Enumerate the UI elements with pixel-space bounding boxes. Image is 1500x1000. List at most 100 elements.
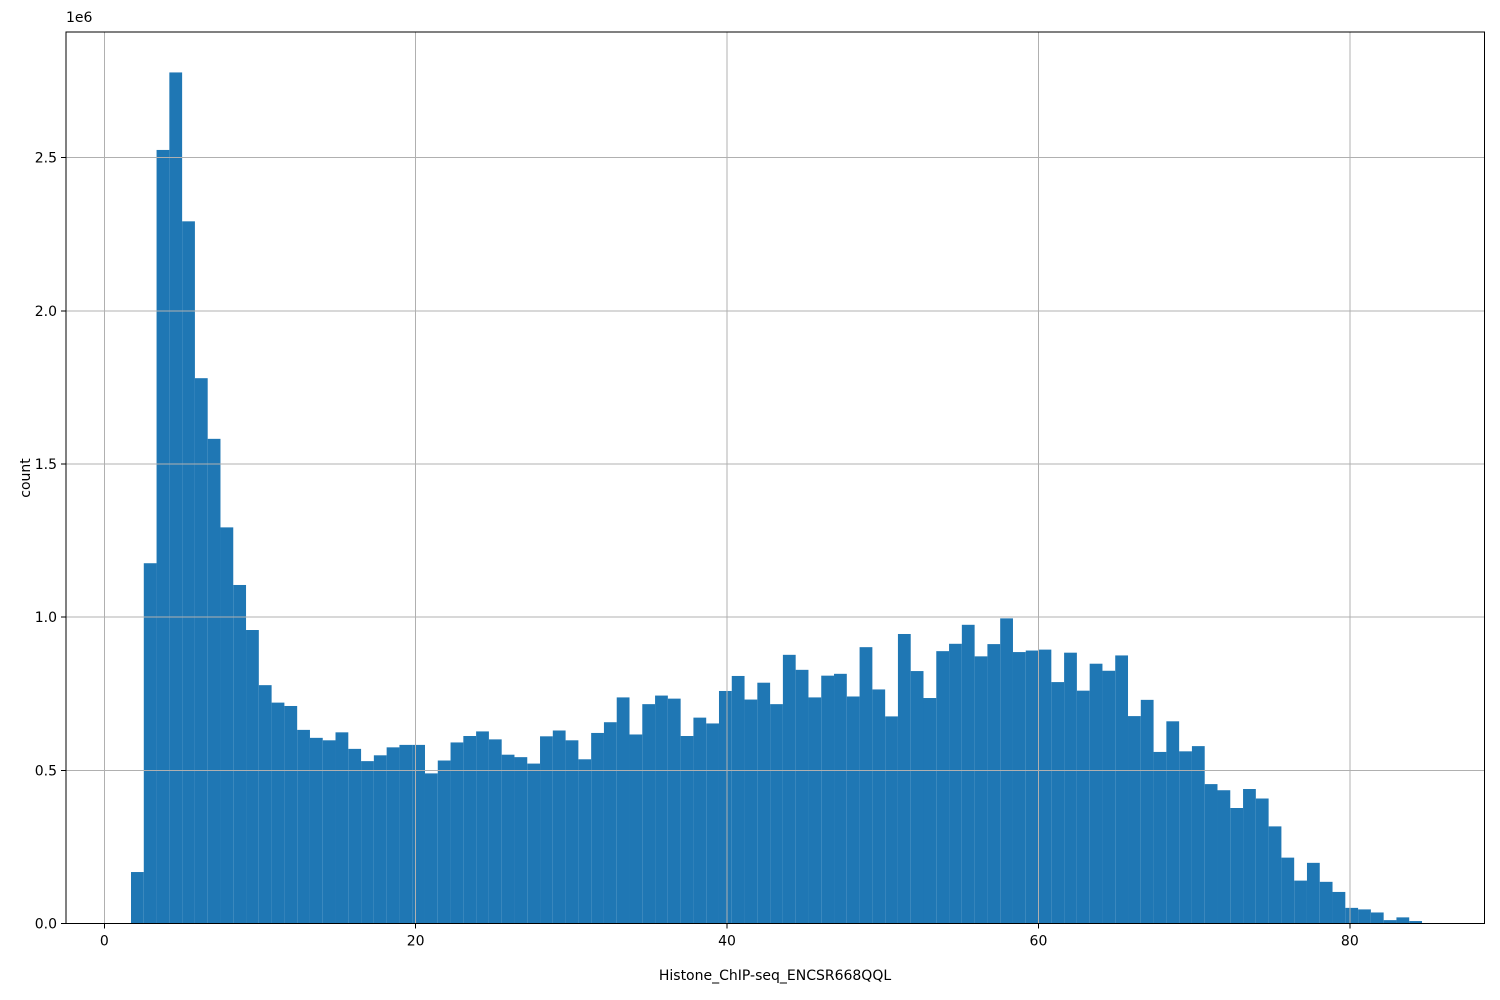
histogram-bar xyxy=(1128,716,1141,924)
histogram-bar xyxy=(1255,798,1269,924)
histogram-bar xyxy=(578,759,592,924)
histogram-bar xyxy=(629,734,643,924)
histogram-bar xyxy=(1179,751,1192,924)
histogram-bar xyxy=(1038,649,1052,924)
x-tick-label: 60 xyxy=(1030,934,1048,950)
histogram-bar xyxy=(1012,652,1026,924)
histogram-bar xyxy=(834,673,847,924)
histogram-bar xyxy=(1383,920,1397,924)
histogram-bar xyxy=(987,644,1001,924)
histogram-bar xyxy=(706,723,719,924)
y-axis-label: count xyxy=(18,458,34,498)
histogram-bar xyxy=(1076,690,1090,924)
histogram-bar xyxy=(1140,699,1154,924)
histogram-bar xyxy=(373,755,387,924)
histogram-bar xyxy=(1217,790,1231,924)
histogram-bar xyxy=(1370,912,1384,924)
histogram-bar xyxy=(450,742,464,924)
histogram-bar xyxy=(131,872,144,924)
histogram-bar xyxy=(591,732,604,924)
y-tick-label: 1.0 xyxy=(35,610,57,626)
histogram-bar xyxy=(910,671,924,924)
histogram-bar xyxy=(1166,721,1180,924)
histogram-bar xyxy=(565,740,579,924)
histogram-bar xyxy=(616,697,630,924)
histogram-bar xyxy=(399,744,413,924)
x-tick-label: 20 xyxy=(407,934,425,950)
x-tick-label: 80 xyxy=(1341,934,1359,950)
histogram-bar xyxy=(936,651,950,924)
histogram-bar xyxy=(527,763,541,924)
histogram-bar xyxy=(501,754,515,924)
histogram-bar xyxy=(463,736,477,924)
histogram-bar xyxy=(540,736,553,924)
histogram-bar xyxy=(718,690,732,924)
y-tick-label: 1.5 xyxy=(35,457,57,473)
histogram-bar xyxy=(1409,921,1423,924)
histogram-bar xyxy=(386,747,400,924)
histogram-bar xyxy=(476,731,489,924)
histogram-bar xyxy=(655,695,668,924)
histogram-bar xyxy=(271,702,285,924)
histogram-bar xyxy=(246,630,259,924)
x-tick-label: 0 xyxy=(100,934,109,950)
histogram-bar xyxy=(1268,826,1282,924)
histogram-bar xyxy=(1332,891,1346,924)
histogram-bar xyxy=(897,633,911,924)
plot-spines xyxy=(65,31,1485,924)
histogram-bar xyxy=(757,682,771,924)
histogram-bar xyxy=(872,689,886,924)
histogram-bar xyxy=(1294,880,1307,924)
histogram-bar xyxy=(424,773,438,924)
histogram-bar xyxy=(1000,618,1013,924)
histogram-bar xyxy=(412,744,425,924)
histogram-bar xyxy=(1243,789,1256,924)
histogram-bar xyxy=(220,527,234,924)
histogram-bar xyxy=(1319,881,1333,924)
histogram-bar xyxy=(846,696,860,924)
histogram-bar xyxy=(1051,682,1065,924)
x-axis-label: Histone_ChIP-seq_ENCSR668QQL xyxy=(658,968,892,984)
histogram-bar xyxy=(795,669,809,924)
histogram-bar xyxy=(1089,663,1103,924)
histogram-bar xyxy=(1064,652,1077,924)
histogram-bar xyxy=(1191,746,1205,924)
histogram-bar xyxy=(156,149,170,924)
histogram-bar xyxy=(322,740,336,924)
histogram-bar xyxy=(1153,751,1167,924)
histogram-bar xyxy=(1230,808,1244,924)
histogram-bar xyxy=(1204,784,1218,924)
histogram-bar xyxy=(1115,655,1129,924)
histogram-bar xyxy=(885,716,898,924)
histogram-bar xyxy=(297,729,310,924)
histogram-bar xyxy=(974,656,988,924)
histogram-bar xyxy=(1345,907,1359,924)
histogram-bar xyxy=(1025,650,1039,924)
histogram-bar xyxy=(949,643,962,924)
histogram-bar xyxy=(821,675,835,924)
histogram-bar xyxy=(437,760,451,924)
histogram-bar xyxy=(693,717,707,924)
y-tick-label: 2.0 xyxy=(35,304,57,320)
y-tick-label: 0.0 xyxy=(35,917,57,933)
histogram-bar xyxy=(514,757,528,924)
histogram-bar xyxy=(169,72,183,924)
histogram-bar xyxy=(488,739,502,924)
histogram-bar xyxy=(744,699,758,924)
histogram-bar xyxy=(808,697,822,924)
histogram-bar xyxy=(731,675,745,924)
histogram-bar xyxy=(182,221,195,924)
histogram-bar xyxy=(1102,670,1116,924)
histogram-bar xyxy=(552,730,566,924)
histogram-bar xyxy=(1281,857,1295,924)
histogram-bar xyxy=(923,698,937,924)
histogram-bar xyxy=(782,654,796,924)
histogram-bar xyxy=(309,737,323,924)
histogram-bar xyxy=(680,736,694,924)
histogram-bar xyxy=(207,438,221,924)
histogram-bar xyxy=(961,624,975,924)
y-axis-offset-label: 1e6 xyxy=(66,10,93,26)
histogram-bar xyxy=(1396,917,1410,924)
